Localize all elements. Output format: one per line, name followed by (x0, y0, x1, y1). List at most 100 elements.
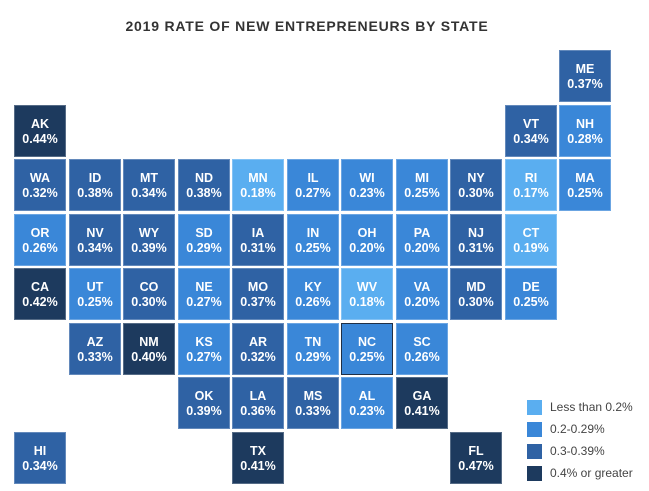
state-tile-co[interactable]: CO 0.30% (123, 268, 175, 320)
state-rate: 0.25% (513, 295, 549, 309)
state-tile-la[interactable]: LA 0.36% (232, 377, 284, 429)
state-tile-ar[interactable]: AR 0.32% (232, 323, 284, 375)
state-tile-sc[interactable]: SC 0.26% (396, 323, 448, 375)
state-tile-mn[interactable]: MN 0.18% (232, 159, 284, 211)
state-abbr: MI (415, 171, 429, 185)
state-abbr: LA (249, 389, 267, 403)
state-abbr: NM (139, 335, 159, 349)
state-abbr: NE (195, 280, 213, 294)
state-tile-oh[interactable]: OH 0.20% (341, 214, 393, 266)
state-abbr: HI (33, 444, 47, 458)
state-tile-or[interactable]: OR 0.26% (14, 214, 66, 266)
state-tile-ky[interactable]: KY 0.26% (287, 268, 339, 320)
state-abbr: CO (139, 280, 159, 294)
state-tile-nh[interactable]: NH 0.28% (559, 105, 611, 157)
state-tile-me[interactable]: ME 0.37% (559, 50, 611, 102)
state-tile-pa[interactable]: PA 0.20% (396, 214, 448, 266)
state-rate: 0.41% (240, 459, 276, 473)
state-tile-ga[interactable]: GA 0.41% (396, 377, 448, 429)
state-rate: 0.23% (349, 404, 385, 418)
state-tile-ma[interactable]: MA 0.25% (559, 159, 611, 211)
state-abbr: VT (523, 117, 539, 131)
state-rate: 0.30% (458, 186, 494, 200)
state-tile-de[interactable]: DE 0.25% (505, 268, 557, 320)
state-abbr: IL (307, 171, 319, 185)
state-tile-tn[interactable]: TN 0.29% (287, 323, 339, 375)
state-tile-tx[interactable]: TX 0.41% (232, 432, 284, 484)
state-tile-hi[interactable]: HI 0.34% (14, 432, 66, 484)
state-abbr: MO (247, 280, 269, 294)
state-tile-ok[interactable]: OK 0.39% (178, 377, 230, 429)
state-tile-in[interactable]: IN 0.25% (287, 214, 339, 266)
state-rate: 0.18% (240, 186, 276, 200)
state-tile-mt[interactable]: MT 0.34% (123, 159, 175, 211)
state-tile-vt[interactable]: VT 0.34% (505, 105, 557, 157)
state-abbr: UT (86, 280, 104, 294)
state-tile-id[interactable]: ID 0.38% (69, 159, 121, 211)
legend-swatch-mid-high (527, 444, 542, 459)
state-tile-nc[interactable]: NC 0.25% (341, 323, 393, 375)
state-rate: 0.28% (567, 132, 603, 146)
state-rate: 0.25% (404, 186, 440, 200)
state-tile-md[interactable]: MD 0.30% (450, 268, 502, 320)
state-tile-mi[interactable]: MI 0.25% (396, 159, 448, 211)
state-rate: 0.19% (513, 241, 549, 255)
state-tile-va[interactable]: VA 0.20% (396, 268, 448, 320)
state-abbr: MS (303, 389, 323, 403)
legend-item-mid-low: 0.2-0.29% (527, 420, 647, 440)
state-abbr: MD (466, 280, 486, 294)
state-tile-fl[interactable]: FL 0.47% (450, 432, 502, 484)
state-tile-nj[interactable]: NJ 0.31% (450, 214, 502, 266)
state-tile-ak[interactable]: AK 0.44% (14, 105, 66, 157)
state-abbr: KY (304, 280, 322, 294)
state-abbr: PA (413, 226, 431, 240)
state-rate: 0.40% (131, 350, 167, 364)
state-abbr: WI (359, 171, 375, 185)
state-rate: 0.42% (22, 295, 58, 309)
state-tile-wa[interactable]: WA 0.32% (14, 159, 66, 211)
state-abbr: GA (412, 389, 432, 403)
state-tile-sd[interactable]: SD 0.29% (178, 214, 230, 266)
state-tile-ct[interactable]: CT 0.19% (505, 214, 557, 266)
state-tile-wv[interactable]: WV 0.18% (341, 268, 393, 320)
state-abbr: CT (522, 226, 540, 240)
state-tile-az[interactable]: AZ 0.33% (69, 323, 121, 375)
state-tile-ne[interactable]: NE 0.27% (178, 268, 230, 320)
state-rate: 0.34% (77, 241, 113, 255)
state-rate: 0.30% (458, 295, 494, 309)
state-abbr: OH (357, 226, 377, 240)
state-rate: 0.23% (349, 186, 385, 200)
legend-item-high: 0.4% or greater (527, 464, 647, 484)
state-tile-ca[interactable]: CA 0.42% (14, 268, 66, 320)
state-rate: 0.25% (295, 241, 331, 255)
state-tile-il[interactable]: IL 0.27% (287, 159, 339, 211)
state-tile-wi[interactable]: WI 0.23% (341, 159, 393, 211)
state-abbr: NH (575, 117, 595, 131)
state-rate: 0.29% (186, 241, 222, 255)
legend-swatch-mid-low (527, 422, 542, 437)
state-abbr: DE (522, 280, 540, 294)
state-tile-ia[interactable]: IA 0.31% (232, 214, 284, 266)
state-abbr: WA (29, 171, 51, 185)
state-tile-ks[interactable]: KS 0.27% (178, 323, 230, 375)
state-abbr: MN (248, 171, 268, 185)
state-tile-nd[interactable]: ND 0.38% (178, 159, 230, 211)
state-abbr: AZ (86, 335, 104, 349)
state-tile-nv[interactable]: NV 0.34% (69, 214, 121, 266)
state-rate: 0.26% (22, 241, 58, 255)
state-tile-wy[interactable]: WY 0.39% (123, 214, 175, 266)
state-tile-ny[interactable]: NY 0.30% (450, 159, 502, 211)
state-tile-ms[interactable]: MS 0.33% (287, 377, 339, 429)
state-tile-ut[interactable]: UT 0.25% (69, 268, 121, 320)
state-tile-mo[interactable]: MO 0.37% (232, 268, 284, 320)
state-abbr: SC (413, 335, 431, 349)
state-tile-ri[interactable]: RI 0.17% (505, 159, 557, 211)
state-abbr: NV (86, 226, 104, 240)
state-rate: 0.39% (131, 241, 167, 255)
state-tile-nm[interactable]: NM 0.40% (123, 323, 175, 375)
state-rate: 0.30% (131, 295, 167, 309)
legend-swatch-low (527, 400, 542, 415)
legend-label-high: 0.4% or greater (550, 466, 633, 480)
state-rate: 0.47% (458, 459, 494, 473)
state-tile-al[interactable]: AL 0.23% (341, 377, 393, 429)
